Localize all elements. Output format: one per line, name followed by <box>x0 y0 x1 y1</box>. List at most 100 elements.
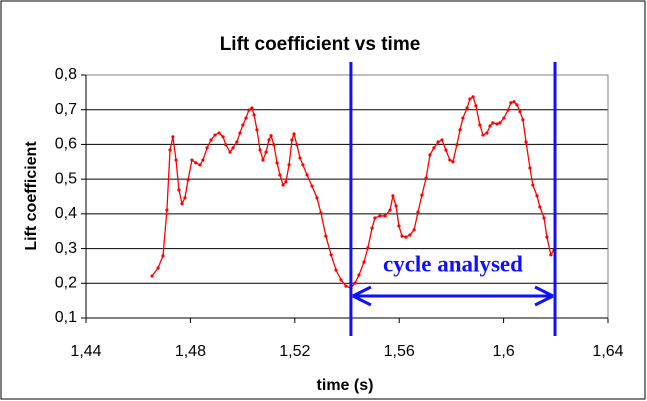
annotation-text: cycle analysed <box>383 251 523 276</box>
data-point <box>267 138 271 142</box>
data-point <box>275 161 279 165</box>
data-point <box>319 211 323 215</box>
data-point <box>383 214 387 218</box>
data-point <box>362 260 366 264</box>
data-point <box>168 148 172 152</box>
data-point <box>524 140 528 144</box>
data-point <box>391 194 395 198</box>
data-point <box>281 183 285 187</box>
data-point <box>436 140 440 144</box>
data-point <box>292 132 296 136</box>
data-point <box>224 143 228 147</box>
data-point <box>250 106 254 110</box>
data-point <box>194 161 198 165</box>
data-point <box>269 134 273 138</box>
y-tick-label: 0,8 <box>55 66 77 83</box>
data-point <box>440 138 444 142</box>
data-point <box>315 196 319 200</box>
data-point <box>474 104 478 108</box>
data-point <box>404 235 408 239</box>
data-point <box>509 101 513 105</box>
data-point <box>201 158 205 162</box>
data-point <box>156 266 160 270</box>
data-point <box>455 143 459 147</box>
data-point <box>432 146 436 150</box>
data-point <box>491 121 495 125</box>
data-point <box>545 235 549 239</box>
x-tick-label: 1,48 <box>175 343 206 360</box>
data-point <box>171 135 175 139</box>
data-point <box>498 121 502 125</box>
data-point <box>284 180 288 184</box>
data-point <box>305 173 309 177</box>
data-point <box>339 278 343 282</box>
x-tick-label: 1,56 <box>384 343 415 360</box>
data-point <box>485 131 489 135</box>
data-point <box>506 108 510 112</box>
data-point <box>531 183 535 187</box>
data-point <box>448 158 452 162</box>
data-point <box>258 148 262 152</box>
data-point <box>478 123 482 127</box>
y-tick-label: 0,1 <box>55 309 77 326</box>
y-tick-label: 0,7 <box>55 101 77 118</box>
data-point <box>353 281 357 285</box>
data-point <box>471 95 475 99</box>
data-point <box>209 138 213 142</box>
data-point <box>400 234 404 238</box>
data-point <box>344 284 348 288</box>
arrow-head-left <box>352 285 372 307</box>
data-point <box>444 148 448 152</box>
x-tick-label: 1,64 <box>592 343 623 360</box>
data-point <box>213 133 217 137</box>
data-point <box>373 216 377 220</box>
data-point <box>420 193 424 197</box>
data-point <box>512 100 516 104</box>
y-tick-label: 0,5 <box>55 170 77 187</box>
data-point <box>252 113 256 117</box>
data-point <box>180 202 184 206</box>
data-point <box>416 210 420 214</box>
data-point <box>287 163 291 167</box>
data-point <box>488 124 492 128</box>
data-point <box>186 178 190 182</box>
data-point <box>278 173 282 177</box>
data-point <box>264 150 268 154</box>
y-tick-label: 0,6 <box>55 136 77 153</box>
data-point <box>301 163 305 167</box>
data-point <box>428 153 432 157</box>
x-tick-label: 1,52 <box>279 343 310 360</box>
data-point <box>370 226 374 230</box>
data-point <box>394 204 398 208</box>
data-point <box>461 116 465 120</box>
data-point <box>378 214 382 218</box>
data-point <box>542 216 546 220</box>
data-point <box>247 108 251 112</box>
chart-title: Lift coefficient vs time <box>220 34 421 55</box>
data-point <box>549 253 553 257</box>
data-point <box>521 118 525 122</box>
data-point <box>334 268 338 272</box>
data-point <box>412 228 416 232</box>
data-point <box>235 140 239 144</box>
data-point <box>165 208 169 212</box>
data-point <box>538 205 542 209</box>
data-point <box>221 135 225 139</box>
data-point <box>150 274 154 278</box>
data-point <box>366 246 370 250</box>
data-point <box>190 158 194 162</box>
data-point <box>468 97 472 101</box>
data-point <box>198 163 202 167</box>
data-point <box>518 110 522 114</box>
x-axis-label: time (s) <box>317 377 374 394</box>
x-tick-label: 1,6 <box>492 343 514 360</box>
arrow-head-right <box>534 285 554 307</box>
data-point <box>424 176 428 180</box>
data-point <box>528 166 532 170</box>
y-axis-label: Lift coefficient <box>23 141 40 251</box>
data-point <box>465 106 469 110</box>
data-point <box>217 131 221 135</box>
data-point <box>451 160 455 164</box>
